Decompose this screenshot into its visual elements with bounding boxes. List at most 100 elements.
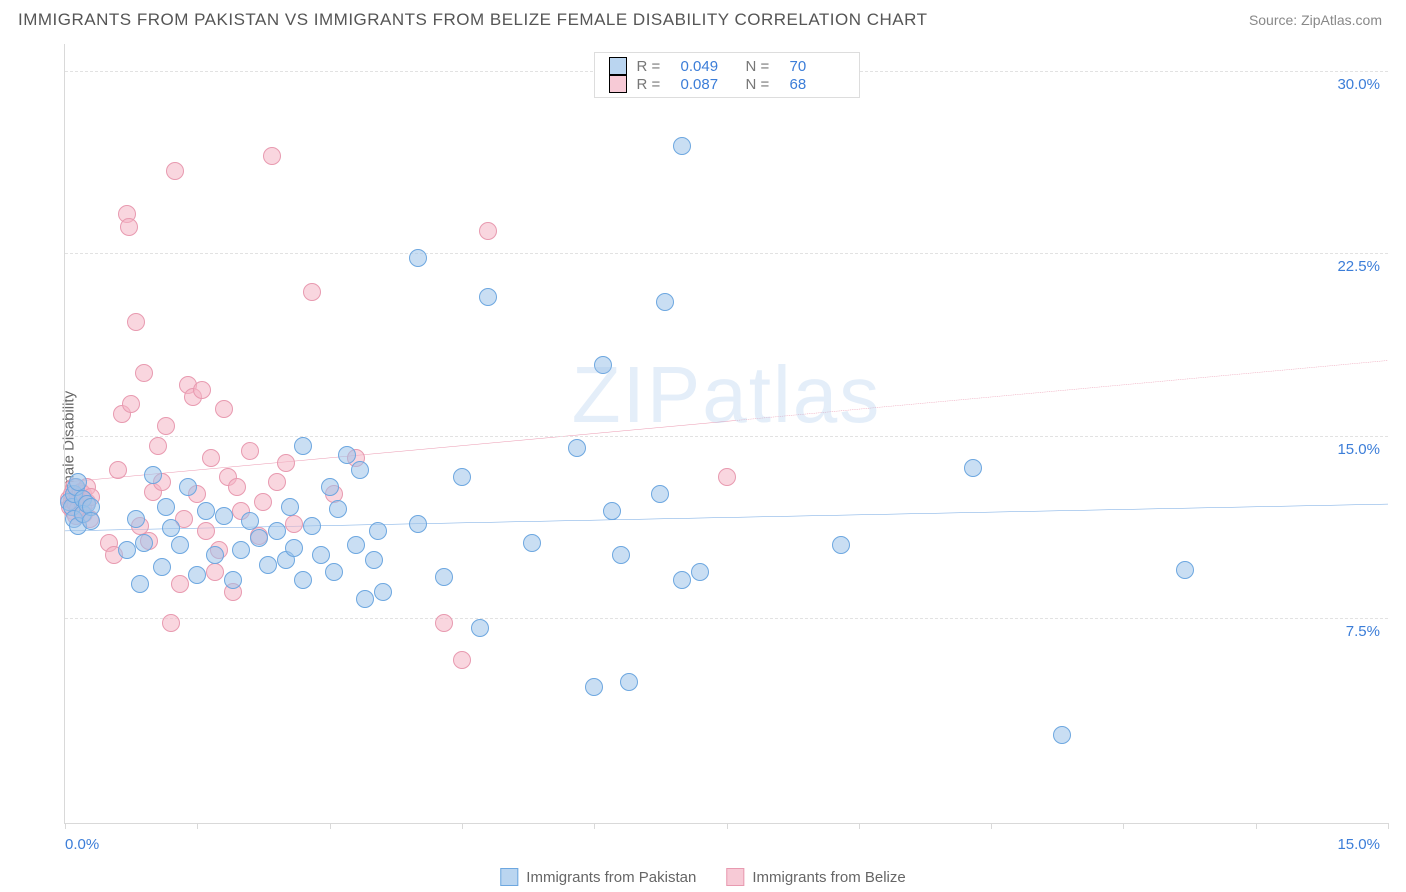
data-point [435, 568, 453, 586]
data-point [109, 461, 127, 479]
data-point [673, 137, 691, 155]
data-point [259, 556, 277, 574]
legend-row: R = 0.049 N = 70 [609, 57, 845, 75]
data-point [135, 534, 153, 552]
data-point [171, 575, 189, 593]
data-point [303, 517, 321, 535]
data-point [471, 619, 489, 637]
data-point [347, 536, 365, 554]
x-tick [1256, 823, 1257, 829]
data-point [188, 566, 206, 584]
data-point [232, 541, 250, 559]
data-point [131, 575, 149, 593]
data-point [612, 546, 630, 564]
r-value: 0.049 [681, 58, 736, 75]
data-point [153, 558, 171, 576]
legend-item: Immigrants from Belize [726, 868, 905, 886]
data-point [122, 395, 140, 413]
data-point [120, 218, 138, 236]
data-point [303, 283, 321, 301]
data-point [365, 551, 383, 569]
data-point [673, 571, 691, 589]
data-point [135, 364, 153, 382]
data-point [166, 162, 184, 180]
legend-label: Immigrants from Pakistan [526, 869, 696, 886]
data-point [603, 502, 621, 520]
data-point [197, 522, 215, 540]
x-tick [65, 823, 66, 829]
swatch-pink-icon [609, 75, 627, 93]
x-tick [1123, 823, 1124, 829]
legend-label: Immigrants from Belize [752, 869, 905, 886]
x-axis-max-label: 15.0% [1337, 836, 1380, 853]
y-tick-label: 30.0% [1337, 76, 1388, 93]
watermark: ZIPatlas [572, 349, 881, 441]
data-point [202, 449, 220, 467]
x-tick [727, 823, 728, 829]
data-point [263, 147, 281, 165]
data-point [241, 512, 259, 530]
data-point [250, 529, 268, 547]
x-tick [594, 823, 595, 829]
data-point [157, 417, 175, 435]
data-point [453, 651, 471, 669]
swatch-blue-icon [609, 57, 627, 75]
x-tick [1388, 823, 1389, 829]
x-tick [330, 823, 331, 829]
data-point [127, 510, 145, 528]
r-value: 0.087 [681, 76, 736, 93]
data-point [118, 541, 136, 559]
data-point [215, 507, 233, 525]
data-point [241, 442, 259, 460]
data-point [356, 590, 374, 608]
data-point [294, 437, 312, 455]
data-point [651, 485, 669, 503]
gridline: 7.5% [65, 618, 1388, 640]
x-axis-min-label: 0.0% [65, 836, 99, 853]
data-point [197, 502, 215, 520]
data-point [1176, 561, 1194, 579]
data-point [162, 519, 180, 537]
legend-row: R = 0.087 N = 68 [609, 75, 845, 93]
x-tick [462, 823, 463, 829]
data-point [435, 614, 453, 632]
data-point [325, 563, 343, 581]
data-point [193, 381, 211, 399]
data-point [294, 571, 312, 589]
chart-title: IMMIGRANTS FROM PAKISTAN VS IMMIGRANTS F… [18, 10, 927, 30]
data-point [285, 515, 303, 533]
data-point [585, 678, 603, 696]
y-tick-label: 7.5% [1346, 623, 1388, 640]
y-tick-label: 22.5% [1337, 258, 1388, 275]
data-point [964, 459, 982, 477]
data-point [594, 356, 612, 374]
r-label: R = [637, 76, 671, 93]
data-point [157, 498, 175, 516]
data-point [149, 437, 167, 455]
data-point [523, 534, 541, 552]
data-point [268, 522, 286, 540]
data-point [206, 563, 224, 581]
data-point [162, 614, 180, 632]
correlation-legend: R = 0.049 N = 70 R = 0.087 N = 68 [594, 52, 860, 98]
data-point [224, 571, 242, 589]
swatch-blue-icon [500, 868, 518, 886]
series-legend: Immigrants from Pakistan Immigrants from… [500, 868, 905, 886]
data-point [281, 498, 299, 516]
plot-area: ZIPatlas R = 0.049 N = 70 R = 0.087 N = … [64, 44, 1388, 824]
data-point [832, 536, 850, 554]
data-point [144, 466, 162, 484]
trendlines [65, 44, 1388, 823]
gridline: 15.0% [65, 436, 1388, 458]
source-label: Source: ZipAtlas.com [1249, 12, 1382, 28]
data-point [127, 313, 145, 331]
data-point [254, 493, 272, 511]
data-point [268, 473, 286, 491]
x-tick [197, 823, 198, 829]
data-point [718, 468, 736, 486]
data-point [228, 478, 246, 496]
data-point [409, 249, 427, 267]
data-point [374, 583, 392, 601]
r-label: R = [637, 58, 671, 75]
n-value: 70 [790, 58, 845, 75]
